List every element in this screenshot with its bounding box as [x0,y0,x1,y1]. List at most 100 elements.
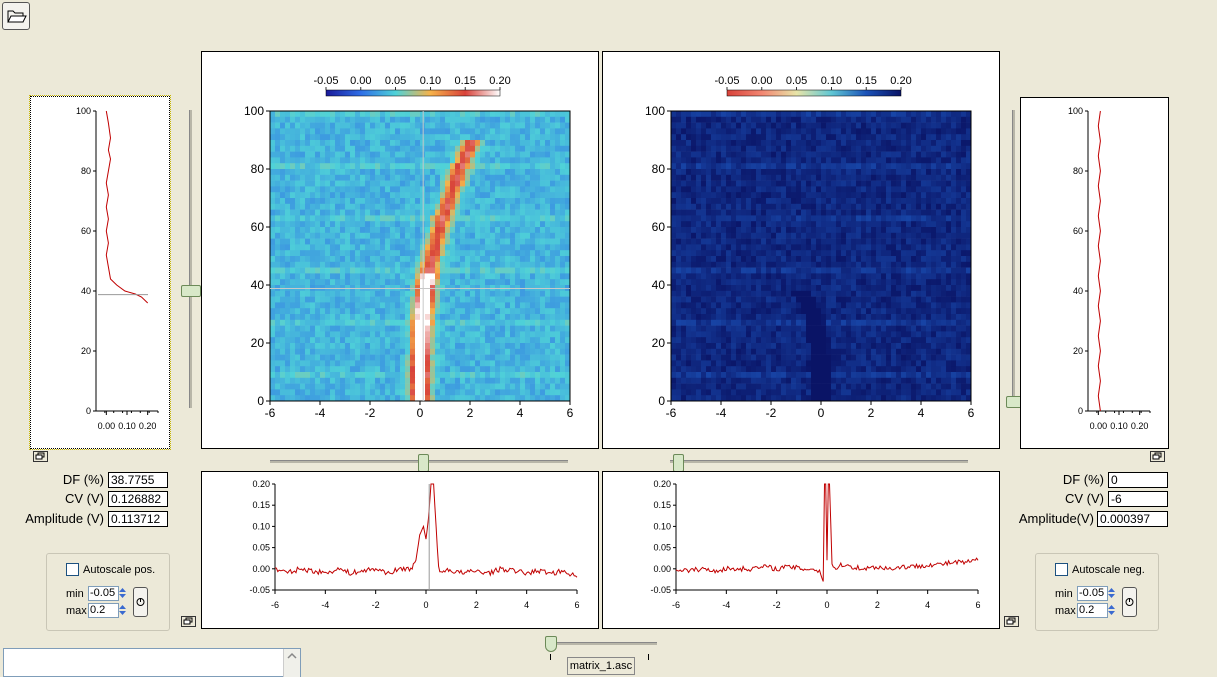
left-horizontal-profile-chart[interactable]: -0.05 0.00 0.05 0.10 0.15 0.20 -6 -4 -2 0 2 4 6 [202,472,598,628]
left-horizontal-profile-x-tick-label: 6 [574,600,579,610]
autoscale-neg-min-spinner[interactable] [1107,586,1116,600]
left-horizontal-profile-y-tick-label: 0.05 [252,543,270,553]
right-heatmap-colorbar-tick-label: -0.05 [714,75,739,87]
file-slider[interactable] [543,636,659,660]
right-heatmap-cells [671,111,972,402]
right-horizontal-profile-y-tick-label: -0.05 [650,585,671,595]
slider-thumb[interactable] [418,454,429,472]
left-heatmap-colorbar-tick-label: 0.10 [420,75,441,87]
left-heatmap-x-tick-label: 4 [517,406,524,420]
left-vertical-profile-chart[interactable]: 0 20 40 60 80 100 0.00 0.10 0.20 [31,97,169,448]
right-vertical-profile-y-tick-label: 100 [1068,106,1083,116]
restore-window-icon [183,617,193,625]
autoscale-pos-group: Autoscale pos. min -0.05 max 0.2 [46,553,170,631]
right-horizontal-profile-series-line [675,483,979,582]
slider-thumb[interactable] [673,454,684,472]
right-vertical-profile-y-tick-label: 0 [1078,406,1083,416]
left-vertical-profile-y-tick-label: 0 [86,406,91,416]
left-vertical-profile-y-tick-label: 20 [81,346,91,356]
autoscale-pos-max-input[interactable]: 0.2 [88,603,119,618]
slider-track [1012,110,1015,408]
open-file-button[interactable] [2,2,30,30]
left-horizontal-profile-x-tick-label: -6 [271,600,279,610]
slider-tick-end [648,654,649,660]
right-horizontal-profile-y-tick-label: 0.00 [653,564,671,574]
left-heatmap-colorbar-tick-label: 0.00 [350,75,371,87]
slider-thumb[interactable] [545,636,557,652]
right-bottom-restore-button[interactable] [1004,616,1019,627]
log-scrollbar[interactable] [283,649,300,677]
right-horizontal-profile-x-tick-label: 6 [975,600,980,610]
autoscale-pos-max-spinner[interactable] [118,603,127,617]
left-heatmap-x-tick-label: 0 [417,406,424,420]
right-heatmap-colorbar-tick-label: 0.00 [751,75,772,87]
slider-thumb[interactable] [181,285,201,297]
left-heatmap-colorbar-tick-label: 0.15 [454,75,475,87]
right-heatmap-y-tick-label: 0 [658,394,665,408]
right-vertical-profile-panel: 0 20 40 60 80 100 0.00 0.10 0.20 [1020,97,1169,449]
left-vertical-profile-y-tick-label: 60 [81,226,91,236]
left-bottom-restore-button[interactable] [181,616,196,627]
left-heatmap-panel: -0.05 0.00 0.05 0.10 0.15 0.20 -6 -4 -2 0 2 4 6 0 20 40… [201,51,599,449]
autoscale-pos-checkbox[interactable] [66,563,79,576]
left-vertical-profile-y-tick-label: 100 [76,106,91,116]
left-df-label: DF (%) [62,472,104,487]
left-heatmap-colorbar-tick-label: 0.05 [385,75,406,87]
right-heatmap-chart[interactable]: -0.05 0.00 0.05 0.10 0.15 0.20-6 -4 -2 0 2 4 602040… [603,52,999,448]
autoscale-pos-min-input[interactable]: -0.05 [88,586,119,601]
right-heatmap-x-tick-label: 6 [968,406,975,420]
left-horizontal-profile-x-tick-label: -2 [372,600,380,610]
right-amplitude-field[interactable]: 0.000397 [1097,511,1168,527]
right-vertical-profile-chart[interactable]: 0 20 40 60 80 100 0.00 0.10 0.20 [1021,98,1168,448]
restore-window-icon [1006,617,1016,625]
left-cv-field[interactable]: 0.126882 [108,491,168,507]
left-heatmap-chart[interactable]: -0.05 0.00 0.05 0.10 0.15 0.20-6 -4 -2 0 2 4 602040… [202,52,598,448]
right-profile-restore-button[interactable] [1150,451,1165,462]
right-df-field[interactable]: 0 [1108,472,1168,488]
right-horizontal-profile-chart[interactable]: -0.05 0.00 0.05 0.10 0.15 0.20 -6 -4 -2 0 2 4 6 [603,472,999,628]
autoscale-neg-apply-button[interactable] [1122,587,1137,617]
left-vertical-slider[interactable] [181,110,201,410]
slider-tick-start [550,654,551,660]
right-vertical-profile-x-tick-label: 0.00 [1090,421,1108,431]
autoscale-neg-max-input[interactable]: 0.2 [1077,603,1108,618]
left-vertical-profile-y-tick-label: 40 [81,286,91,296]
left-horizontal-profile-x-tick-label: 4 [524,600,529,610]
right-vertical-profile-series-line [1097,110,1101,412]
autoscale-neg-max-spinner[interactable] [1107,603,1116,617]
right-heatmap-y-tick-label: 60 [652,220,666,234]
scroll-up-icon[interactable] [284,649,300,663]
left-horizontal-slider[interactable] [270,454,570,472]
left-profile-restore-button[interactable] [33,451,48,462]
right-vertical-profile-x-tick-label: 0.20 [1131,421,1149,431]
left-heatmap-colorbar [325,89,501,97]
right-vertical-profile-y-tick-label: 20 [1073,346,1083,356]
right-horizontal-profile-x-tick-label: -2 [773,600,781,610]
autoscale-neg-label: Autoscale neg. [1072,564,1145,576]
left-heatmap-x-tick-label: 2 [467,406,474,420]
left-horizontal-profile-x-tick-label: 0 [423,600,428,610]
slider-track [549,642,657,645]
right-heatmap-x-tick-label: -2 [766,406,777,420]
log-text-area[interactable] [3,648,301,677]
right-horizontal-profile-y-tick-label: 0.05 [653,543,671,553]
right-heatmap-x-tick-label: 2 [868,406,875,420]
right-vertical-profile-y-tick-label: 60 [1073,226,1083,236]
right-heatmap-colorbar-tick-label: 0.20 [890,75,911,87]
left-df-field[interactable]: 38.7755 [108,472,168,488]
right-horizontal-profile-x-tick-label: 2 [875,600,880,610]
autoscale-pos-min-spinner[interactable] [118,586,127,600]
right-cv-field[interactable]: -6 [1108,491,1168,507]
restore-window-icon [35,452,45,460]
right-horizontal-slider[interactable] [670,454,970,472]
autoscale-pos-apply-button[interactable] [133,587,148,617]
right-heatmap-x-tick-label: -6 [666,406,677,420]
left-horizontal-profile-y-tick-label: -0.05 [249,585,270,595]
left-amplitude-field[interactable]: 0.113712 [108,511,168,527]
autoscale-neg-checkbox[interactable] [1055,563,1068,576]
right-heatmap-y-tick-label: 100 [645,104,665,118]
left-horizontal-profile-y-tick-label: 0.20 [252,479,270,489]
right-heatmap-x-tick-label: -4 [716,406,727,420]
autoscale-neg-min-input[interactable]: -0.05 [1077,586,1108,601]
right-vertical-slider[interactable] [1006,110,1022,410]
